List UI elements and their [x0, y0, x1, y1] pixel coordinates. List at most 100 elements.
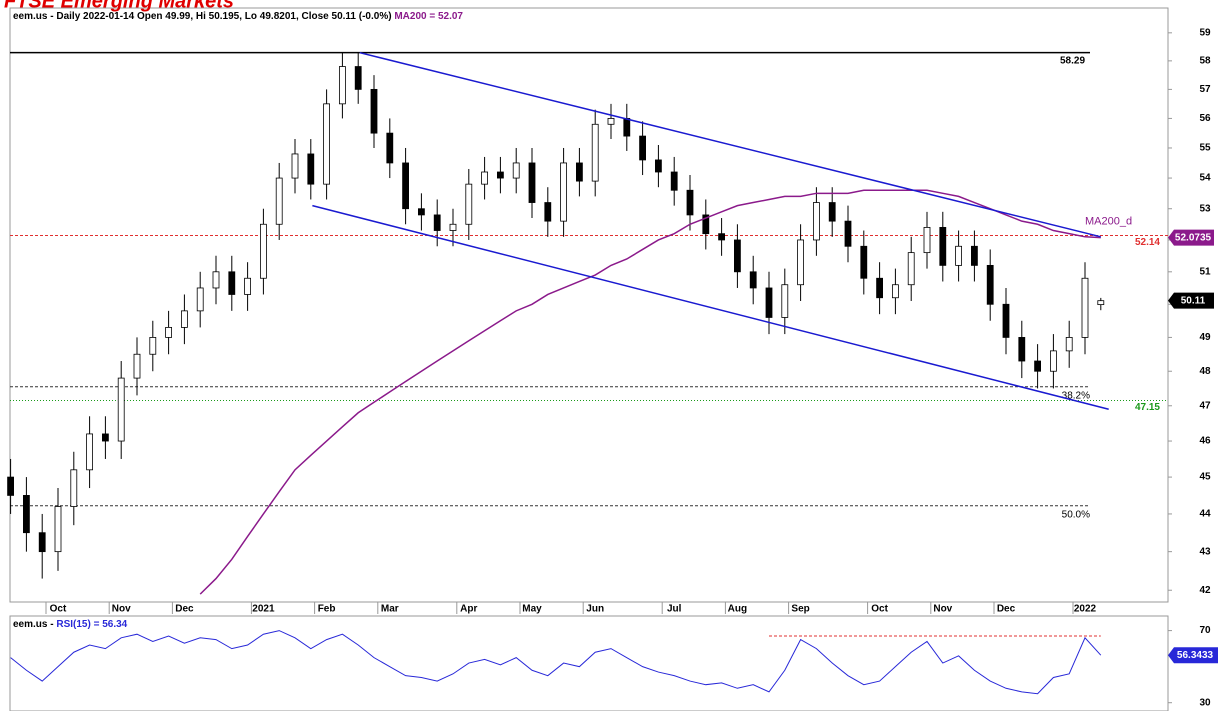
- y-tick-label: 54: [1199, 173, 1211, 184]
- candle-body: [402, 162, 410, 210]
- candle-body: [307, 153, 315, 185]
- x-tick-label: Jun: [586, 604, 604, 615]
- candle-body: [496, 171, 504, 179]
- candle-body: [686, 189, 694, 216]
- candle-body: [528, 162, 536, 203]
- candle-body: [7, 476, 14, 496]
- rsi-title: eem.us - RSI(15) = 56.34: [13, 619, 128, 630]
- x-tick-label: Mar: [381, 604, 399, 615]
- price-title: eem.us - Daily 2022-01-14 Open 49.99, Hi…: [13, 11, 463, 22]
- candle-body: [828, 202, 836, 222]
- candle-body: [781, 284, 789, 318]
- x-tick-label: 2021: [252, 604, 275, 615]
- heading: FTSE Emerging Markets: [4, 0, 234, 12]
- candle-body: [354, 66, 362, 90]
- candle-body: [892, 284, 899, 299]
- candle-body: [370, 88, 378, 134]
- candle-body: [433, 214, 441, 231]
- candle-body: [417, 208, 425, 216]
- candle-body: [971, 245, 978, 266]
- candle-body: [212, 271, 220, 289]
- candle-body: [291, 153, 299, 179]
- candle-body: [1018, 337, 1026, 362]
- ma-tag-bg: [1168, 229, 1214, 246]
- y-tick-label: 48: [1199, 366, 1211, 377]
- y-tick-label: 46: [1199, 436, 1211, 447]
- candle-body: [449, 223, 457, 231]
- x-tick-label: Nov: [112, 604, 131, 615]
- candle-body: [244, 277, 252, 295]
- candle-body: [702, 214, 710, 235]
- candle-body: [670, 171, 678, 191]
- candle-body: [54, 506, 62, 553]
- candle-body: [102, 433, 109, 442]
- y-tick-label: 56: [1199, 113, 1211, 124]
- y-tick-label: 45: [1199, 472, 1211, 483]
- close-tag-bg: [1168, 292, 1214, 309]
- candle-body: [844, 220, 852, 247]
- candle-body: [386, 132, 394, 164]
- candle-body: [591, 123, 599, 182]
- candle-body: [876, 277, 883, 299]
- candle-body: [734, 239, 741, 273]
- ma-line: [199, 189, 1101, 595]
- candle-body: [907, 252, 915, 286]
- candle-body: [655, 159, 662, 173]
- y-tick-label: 49: [1199, 332, 1211, 343]
- fib-label: 50.0%: [1062, 509, 1090, 520]
- rsi-tick-label: 30: [1199, 697, 1211, 708]
- candle-body: [576, 162, 583, 182]
- x-tick-label: Dec: [997, 604, 1016, 615]
- candle-body: [955, 245, 962, 266]
- candle-body: [86, 433, 93, 471]
- candle-body: [338, 66, 346, 105]
- x-tick-label: Jul: [667, 604, 682, 615]
- candle-body: [749, 271, 757, 289]
- candle-body: [1002, 303, 1010, 338]
- candle-body: [939, 226, 947, 266]
- candle-body: [275, 177, 283, 225]
- candle-body: [149, 337, 157, 355]
- close-tag: 50.11: [1181, 295, 1206, 306]
- title: eem.us - Daily 2022-01-14 Open 49.99, Hi…: [13, 11, 392, 22]
- x-tick-label: Aug: [728, 604, 747, 615]
- y-tick-label: 55: [1199, 143, 1211, 154]
- rsi-line: [10, 630, 1102, 695]
- candle-body: [639, 135, 646, 161]
- level-label: 52.14: [1135, 237, 1160, 248]
- candle-body: [544, 202, 552, 222]
- candle-body: [813, 202, 820, 241]
- candle-body: [860, 245, 868, 279]
- candle-body: [228, 271, 236, 295]
- candle-body: [465, 183, 473, 225]
- candle-body: [560, 162, 567, 222]
- level-label: 47.15: [1135, 402, 1160, 413]
- candle-body: [797, 239, 804, 286]
- candle-body: [117, 377, 125, 442]
- x-tick-label: Oct: [871, 604, 888, 615]
- y-tick-label: 43: [1199, 546, 1211, 557]
- rsi-tag-bg: [1168, 647, 1218, 664]
- level-label: 58.29: [1060, 55, 1085, 66]
- candle-body: [70, 469, 78, 507]
- x-tick-label: Feb: [318, 604, 336, 615]
- candle-body: [512, 162, 520, 179]
- y-tick-label: 58: [1199, 56, 1211, 67]
- rsi-prefix: eem.us -: [13, 619, 56, 630]
- x-tick-label: Nov: [933, 604, 952, 615]
- rsi-panel: [9, 615, 1169, 711]
- candle-body: [1081, 277, 1089, 338]
- candle-body: [1050, 350, 1057, 372]
- candle-body: [765, 287, 773, 318]
- candle-body: [22, 495, 30, 534]
- y-tick-label: 44: [1199, 509, 1211, 520]
- candle-body: [180, 310, 188, 328]
- candle-body: [1097, 300, 1105, 306]
- rsi-tick-label: 70: [1199, 625, 1211, 636]
- candle-body: [323, 103, 331, 185]
- x-tick-label: Oct: [50, 604, 67, 615]
- ma-tag: 52.0735: [1175, 232, 1212, 243]
- x-tick-label: May: [522, 604, 542, 615]
- y-tick-label: 57: [1199, 84, 1211, 95]
- candle-body: [196, 287, 204, 312]
